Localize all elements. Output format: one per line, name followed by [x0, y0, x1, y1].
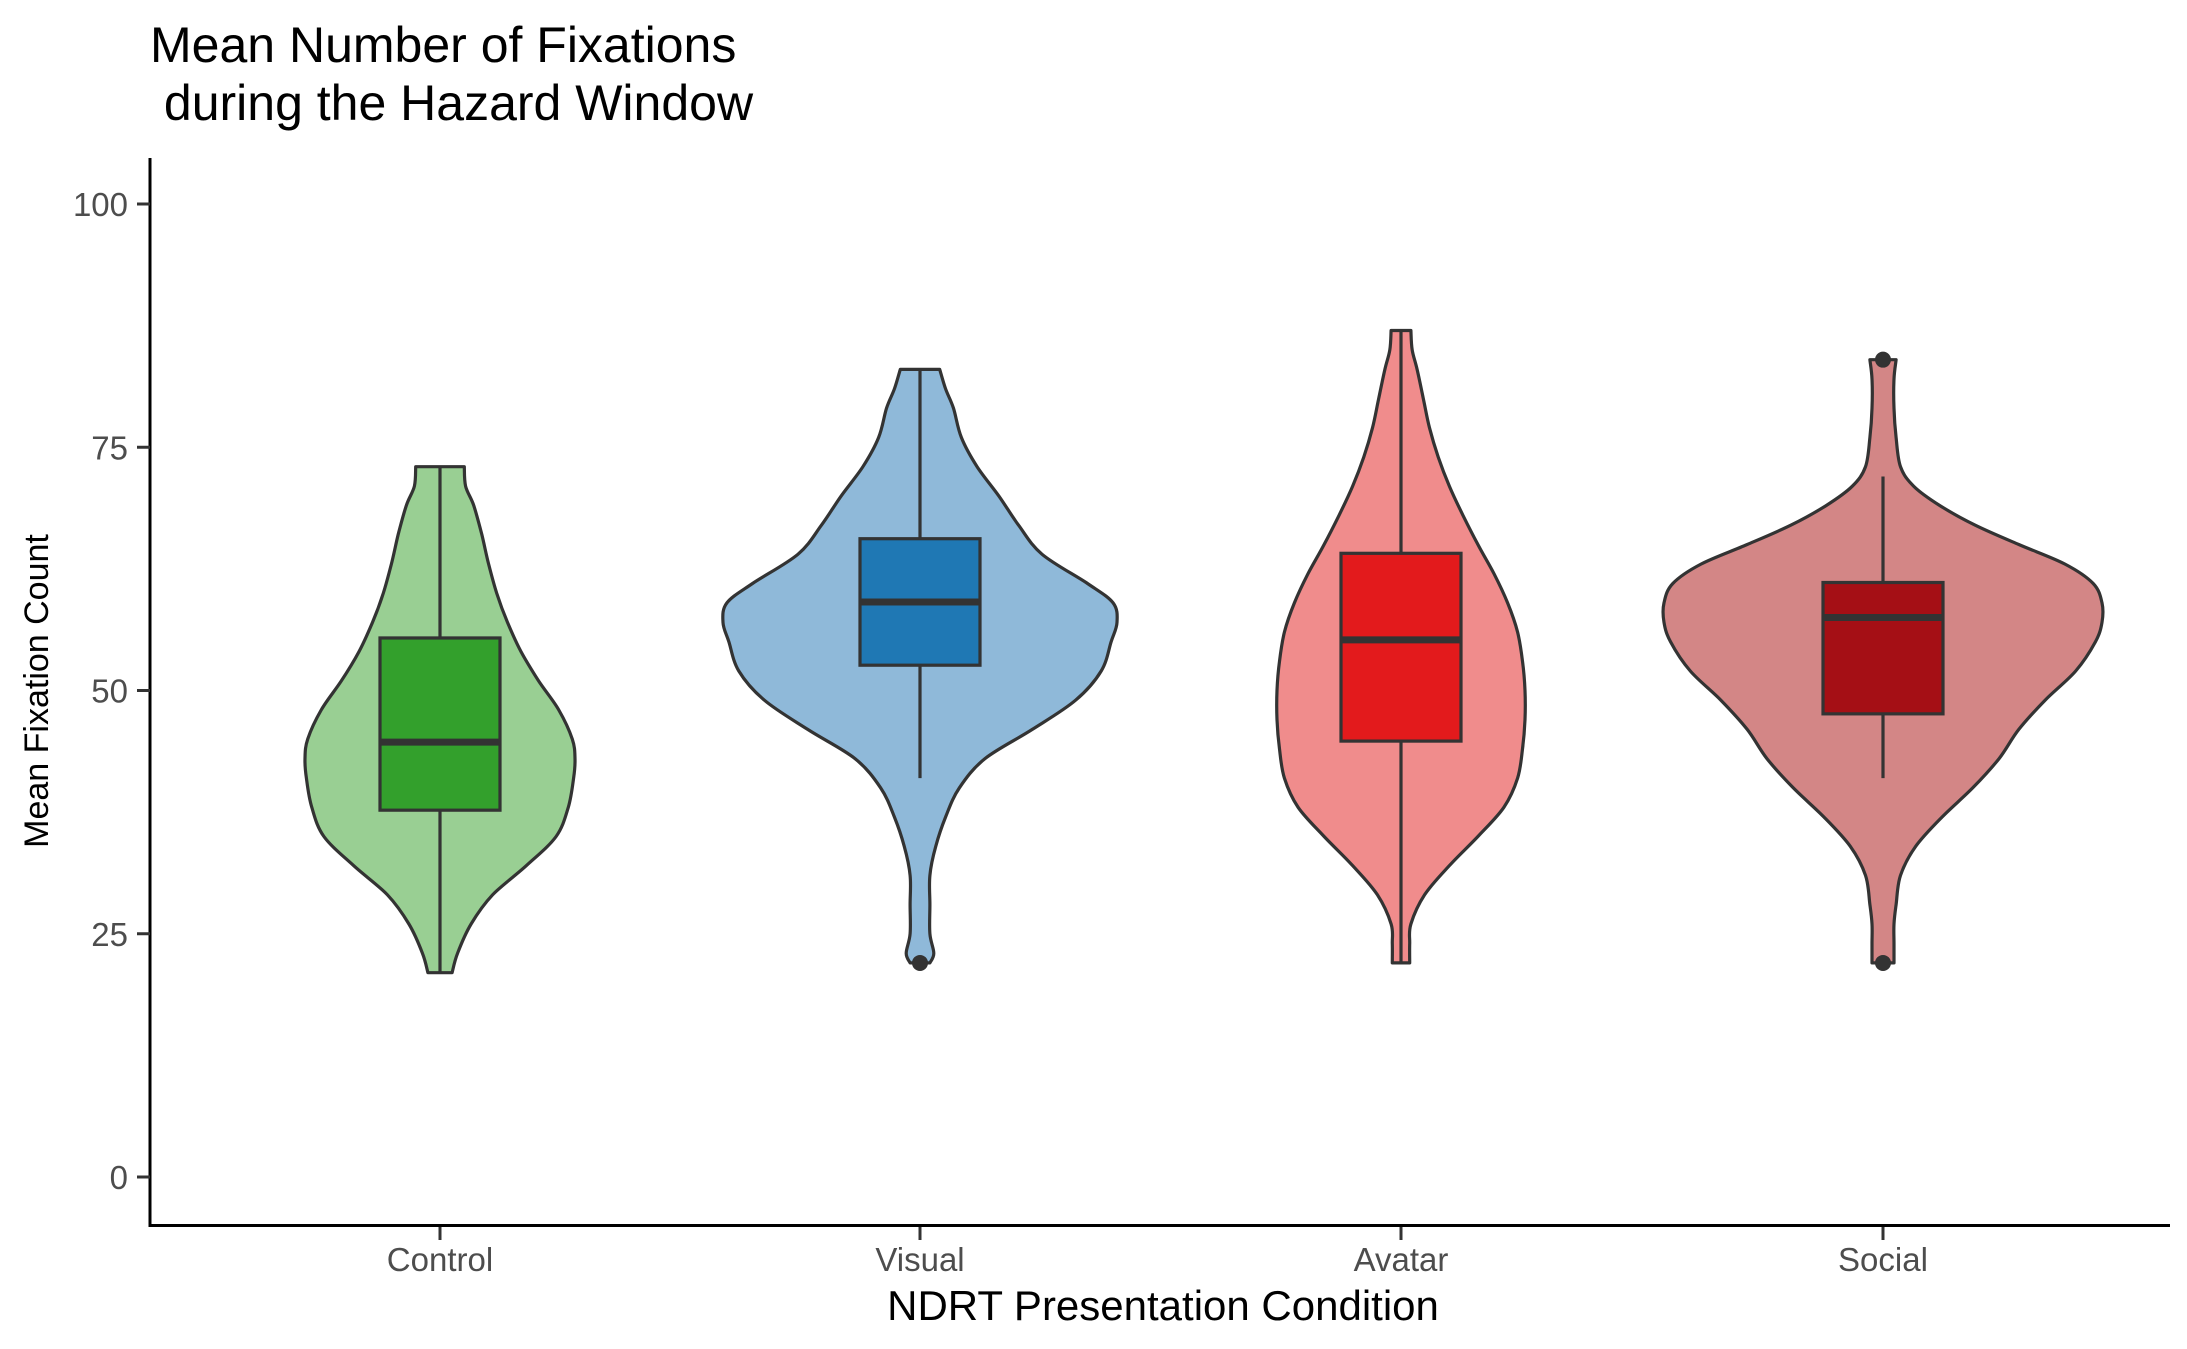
x-tick-label-avatar: Avatar: [1354, 1241, 1449, 1278]
violin-group-avatar: [1275, 328, 1527, 965]
y-tick-label-25: 25: [91, 916, 128, 953]
violin-group-control: [303, 465, 577, 975]
y-tick-label-0: 0: [110, 1159, 128, 1196]
x-axis-ticks: Control Visual Avatar Social: [387, 1227, 1928, 1278]
y-axis-ticks: 0 25 50 75 100: [73, 186, 150, 1196]
box-control: [378, 636, 502, 812]
box-social: [1821, 580, 1945, 716]
y-tick-label-75: 75: [91, 429, 128, 466]
x-tick-label-social: Social: [1838, 1241, 1928, 1278]
outlier-point-social-0: [1875, 954, 1891, 971]
x-axis-title: NDRT Presentation Condition: [887, 1282, 1439, 1329]
violin-group-visual: [721, 367, 1119, 971]
plot-area: [303, 328, 2105, 975]
chart-title-line-2: during the Hazard Window: [150, 75, 754, 131]
y-axis-title: Mean Fixation Count: [18, 534, 56, 848]
y-tick-label-50: 50: [91, 673, 128, 710]
chart-title-line-1: Mean Number of Fixations: [150, 17, 736, 73]
violin-group-social: [1661, 351, 2105, 971]
x-tick-label-visual: Visual: [875, 1241, 964, 1278]
outlier-point-visual-0: [912, 954, 928, 971]
y-tick-label-100: 100: [73, 186, 128, 223]
outlier-point-social-1: [1875, 351, 1891, 368]
box-avatar: [1339, 551, 1463, 743]
x-tick-label-control: Control: [387, 1241, 493, 1278]
